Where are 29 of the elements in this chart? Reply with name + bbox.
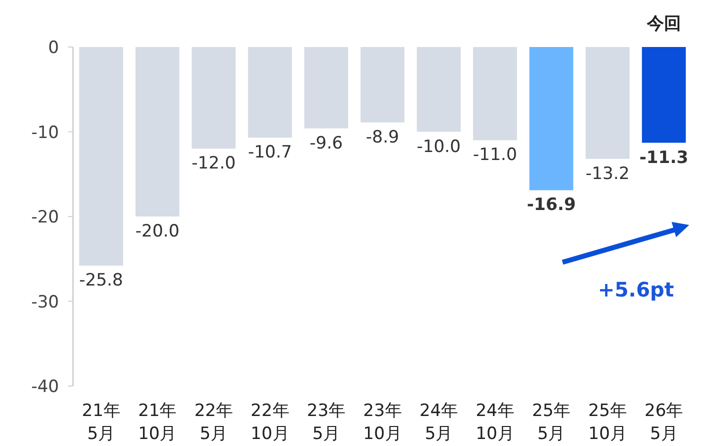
data-label: -10.0 xyxy=(416,136,461,157)
x-tick-label: 24年 5月 xyxy=(419,401,458,444)
x-tick-label: 26年 5月 xyxy=(644,401,684,444)
x-tick-label: 21年 10月 xyxy=(138,401,177,444)
data-label: -9.6 xyxy=(310,133,343,154)
y-tick-label: -10 xyxy=(31,122,59,143)
annotation: +5.6pt xyxy=(598,277,674,302)
data-label: -13.2 xyxy=(586,164,630,184)
data-label: -8.9 xyxy=(366,127,400,148)
x-tick-label: 25年 10月 xyxy=(588,401,627,444)
data-label: -12.0 xyxy=(192,154,236,174)
x-tick-label: 21年 5月 xyxy=(82,401,120,444)
y-tick-label: -20 xyxy=(31,208,59,228)
x-tick-label: 23年 5月 xyxy=(306,401,346,444)
data-label: -25.8 xyxy=(79,270,124,291)
annotation: 今回 xyxy=(646,14,681,34)
data-label: -20.0 xyxy=(135,222,180,242)
data-label: -11.0 xyxy=(473,145,518,166)
y-tick-label: 0 xyxy=(48,38,59,58)
data-label: -10.7 xyxy=(248,142,292,163)
y-tick-label: -30 xyxy=(31,292,59,312)
x-tick-label: 22年 10月 xyxy=(250,401,290,444)
data-label: -16.9 xyxy=(526,195,576,216)
y-tick-label: -40 xyxy=(31,377,59,397)
x-tick-label: 25年 5月 xyxy=(532,401,571,444)
x-tick-label: 22年 5月 xyxy=(194,401,233,444)
data-label: -11.3 xyxy=(639,148,688,168)
x-tick-label: 23年 10月 xyxy=(363,401,402,444)
x-tick-label: 24年 10月 xyxy=(476,401,514,444)
